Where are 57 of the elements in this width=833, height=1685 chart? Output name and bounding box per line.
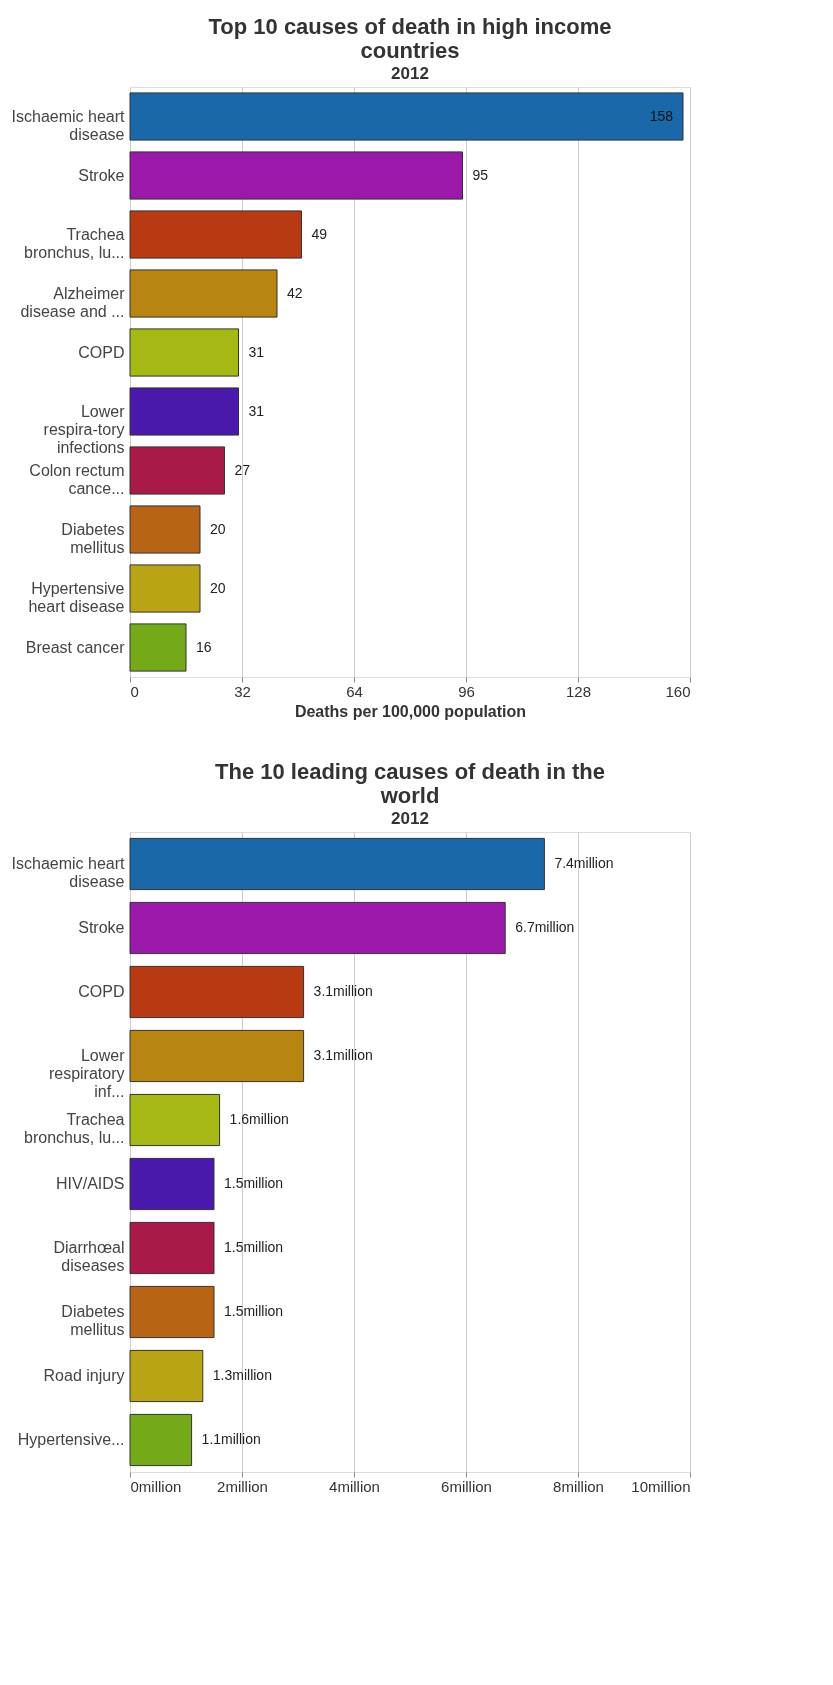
y-tick-label: Diabetes mellitus [61,520,125,556]
x-tick-label: 8million [553,1477,604,1495]
y-tick-label: Alzheimer disease and ... [20,284,126,320]
x-tick-label: 2million [217,1477,268,1495]
data-label: 16 [196,638,212,655]
y-tick-label: Hypertensive... [17,1431,125,1448]
data-label: 49 [311,225,328,242]
chart-subtitle: 2012 [391,64,429,83]
x-tick-label: 0million [130,1477,182,1495]
data-label: 20 [210,579,226,596]
y-tick-label: Breast cancer [25,638,126,656]
y-tick-label: Hypertensive heart disease [28,579,125,615]
data-label: 31 [248,402,265,419]
x-tick-label: 128 [565,682,592,700]
x-tick-label: 64 [346,682,363,700]
data-label: 158 [649,107,674,124]
y-tick-label: Lower respiratory inf... [48,1047,126,1100]
chart-title: Top 10 causes of death in high income countries [208,14,612,63]
x-tick-label: 4million [329,1477,380,1495]
x-tick-label: 6million [441,1477,492,1495]
data-label: 1.5million [224,1239,284,1255]
y-tick-label: COPD [78,983,125,1000]
data-label: 7.4million [554,855,614,871]
chart-title: The 10 leading causes of death in the world [215,759,605,808]
y-tick-label: HIV/AIDS [56,1175,125,1192]
y-tick-label: Stroke [78,919,125,936]
y-tick-label: Diabetes mellitus [61,1303,125,1338]
data-label: 1.5million [224,1303,284,1319]
y-tick-label: Stroke [78,166,125,184]
data-label: 6.7million [515,919,575,935]
x-tick-label: 0 [130,682,139,700]
data-label: 20 [210,520,226,537]
data-label: 1.1million [201,1431,261,1447]
y-tick-label: Ischaemic heart disease [11,855,126,890]
data-label: 3.1million [313,983,373,999]
chart-subtitle: 2012 [391,809,429,828]
y-tick-label: Diarrhœal diseases [53,1239,125,1274]
x-tick-label: 96 [458,682,475,700]
y-tick-label: Colon rectum cance... [29,461,125,497]
y-tick-label: Trachea bronchus, lu... [24,1111,125,1146]
x-axis-title: Deaths per 100,000 population [294,702,527,720]
data-label: 3.1million [313,1047,373,1063]
y-tick-label: Road injury [43,1367,125,1384]
y-tick-label: Lower respira-tory infections [43,402,126,456]
data-label: 27 [234,461,251,478]
data-label: 1.5million [224,1175,284,1191]
x-tick-label: 32 [234,682,251,700]
x-tick-label: 10million [631,1477,691,1495]
data-label: 31 [248,343,265,360]
y-tick-label: Trachea bronchus, lu... [24,225,125,261]
data-label: 95 [472,166,489,183]
y-tick-label: Ischaemic heart disease [11,107,126,143]
data-label: 1.3million [212,1367,272,1383]
x-tick-label: 160 [665,682,691,700]
y-tick-label: COPD [78,343,125,361]
data-label: 42 [287,284,303,301]
data-label: 1.6million [229,1111,289,1127]
